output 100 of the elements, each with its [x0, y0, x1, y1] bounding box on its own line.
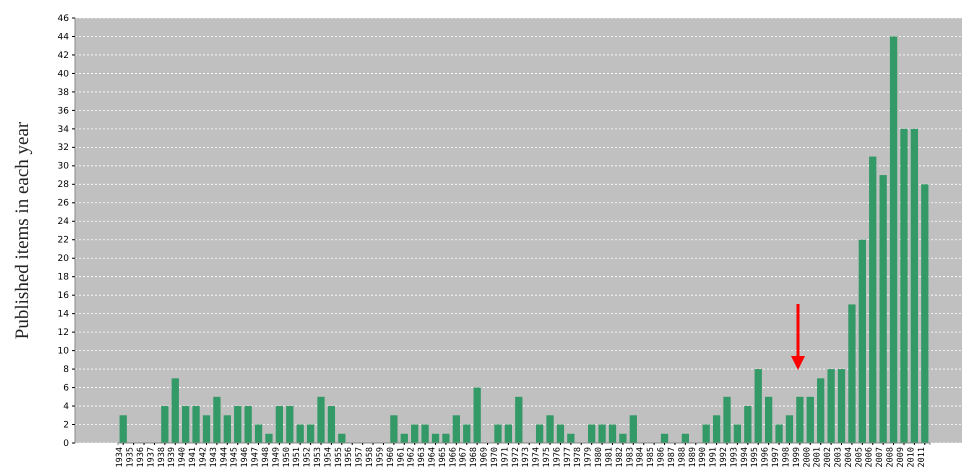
- bar: [556, 424, 564, 443]
- y-tick-label: 0: [63, 438, 70, 449]
- x-tick-label: 2007: [875, 447, 886, 468]
- y-tick-label: 30: [58, 162, 70, 172]
- x-tick-label: 1934: [115, 447, 126, 468]
- x-tick-label: 1960: [386, 447, 396, 468]
- bar: [536, 424, 544, 443]
- x-tick-label: 1993: [729, 447, 740, 468]
- y-tick-label: 32: [58, 143, 69, 154]
- x-tick-label: 2005: [854, 447, 864, 468]
- x-tick-label: 2008: [886, 447, 896, 468]
- y-tick-label: 12: [58, 328, 69, 338]
- bar: [234, 406, 242, 443]
- x-tick-label: 2000: [802, 447, 812, 468]
- x-tick-label: 1973: [521, 447, 532, 468]
- x-tick-label: 1981: [604, 447, 614, 468]
- x-tick-label: 1962: [406, 447, 417, 468]
- bar: [306, 424, 314, 443]
- y-axis-title: Published items in each year: [12, 121, 33, 340]
- x-tick-label: 1986: [656, 447, 667, 468]
- bar: [390, 415, 398, 443]
- x-tick-label: 1956: [344, 447, 354, 468]
- x-tick-label: 1941: [188, 447, 198, 468]
- y-tick-label: 36: [58, 106, 70, 116]
- bar: [474, 388, 481, 443]
- bar: [848, 304, 856, 443]
- bar: [254, 424, 262, 443]
- x-tick-label: 2011: [916, 447, 927, 468]
- bar: [120, 415, 127, 443]
- x-tick-label: 1989: [688, 447, 698, 468]
- y-tick-label: 28: [58, 180, 70, 190]
- bar: [224, 415, 231, 443]
- x-tick-label: 1945: [230, 447, 240, 468]
- x-tick-label: 1992: [718, 447, 729, 468]
- bar: [786, 415, 794, 443]
- bar: [276, 406, 283, 443]
- bar: [598, 424, 606, 443]
- x-tick-label: 1984: [636, 447, 646, 468]
- y-tick-label: 46: [58, 14, 70, 24]
- bar: [890, 36, 898, 443]
- x-tick-label: 1961: [396, 447, 406, 468]
- x-tick-label: 1968: [469, 447, 480, 468]
- x-tick-label: 1965: [438, 447, 448, 468]
- x-tick-label: 1938: [156, 447, 167, 468]
- bar: [880, 175, 887, 443]
- bar: [172, 378, 179, 443]
- bar: [400, 434, 408, 443]
- x-tick-label: 1935: [126, 447, 136, 468]
- x-tick-label: 1970: [490, 447, 500, 468]
- bar: [764, 396, 772, 443]
- y-tick-label: 38: [58, 88, 70, 98]
- bar: [796, 396, 804, 443]
- x-tick-label: 1957: [354, 447, 365, 468]
- bar: [806, 396, 814, 443]
- x-tick-label: 1939: [167, 447, 178, 468]
- y-tick-label: 16: [58, 291, 70, 302]
- bar: [682, 434, 689, 443]
- y-tick-label: 22: [58, 236, 69, 246]
- bar: [161, 406, 168, 443]
- y-tick-label: 40: [58, 69, 70, 80]
- y-tick-label: 14: [58, 310, 70, 320]
- y-tick-label: 8: [63, 364, 70, 375]
- x-tick-label: 1946: [240, 447, 250, 468]
- bar: [546, 415, 554, 443]
- x-tick-label: 1996: [760, 447, 771, 468]
- x-tick-label: 1955: [334, 447, 344, 468]
- x-tick-label: 2001: [812, 447, 823, 468]
- x-tick-label: 1974: [532, 447, 542, 468]
- y-tick-label: 34: [58, 124, 70, 135]
- x-tick-label: 1943: [208, 447, 219, 468]
- x-tick-label: 1952: [302, 447, 313, 468]
- x-tick-label: 1979: [584, 447, 594, 468]
- x-tick-label: 1980: [594, 447, 604, 468]
- x-tick-label: 1995: [750, 447, 760, 468]
- x-tick-label: 2002: [823, 447, 834, 468]
- y-tick-label: 42: [58, 50, 69, 61]
- x-tick-label: 1983: [625, 447, 636, 468]
- bar: [608, 424, 616, 443]
- x-tick-label: 2003: [833, 447, 844, 468]
- x-tick-label: 2004: [844, 447, 854, 468]
- bar: [338, 434, 346, 443]
- y-tick-label: 6: [63, 383, 70, 394]
- x-tick-label: 2009: [896, 447, 906, 468]
- y-tick-label: 44: [58, 32, 70, 42]
- bar: [463, 424, 470, 443]
- x-tick-label: 1949: [271, 447, 282, 468]
- x-tick-label: 1936: [136, 447, 146, 468]
- x-tick-label: 1951: [292, 447, 302, 468]
- bar: [734, 424, 742, 443]
- x-tick-label: 1967: [458, 447, 469, 468]
- x-tick-label: 2006: [864, 447, 875, 468]
- x-tick-label: 1994: [740, 447, 750, 468]
- bar: [244, 406, 252, 443]
- x-tick-label: 1999: [792, 447, 802, 468]
- bar: [630, 415, 637, 443]
- x-tick-label: 1966: [448, 447, 458, 468]
- x-tick-label: 1947: [250, 447, 261, 468]
- bar: [712, 415, 720, 443]
- bar: [588, 424, 596, 443]
- x-tick-label: 1942: [198, 447, 208, 468]
